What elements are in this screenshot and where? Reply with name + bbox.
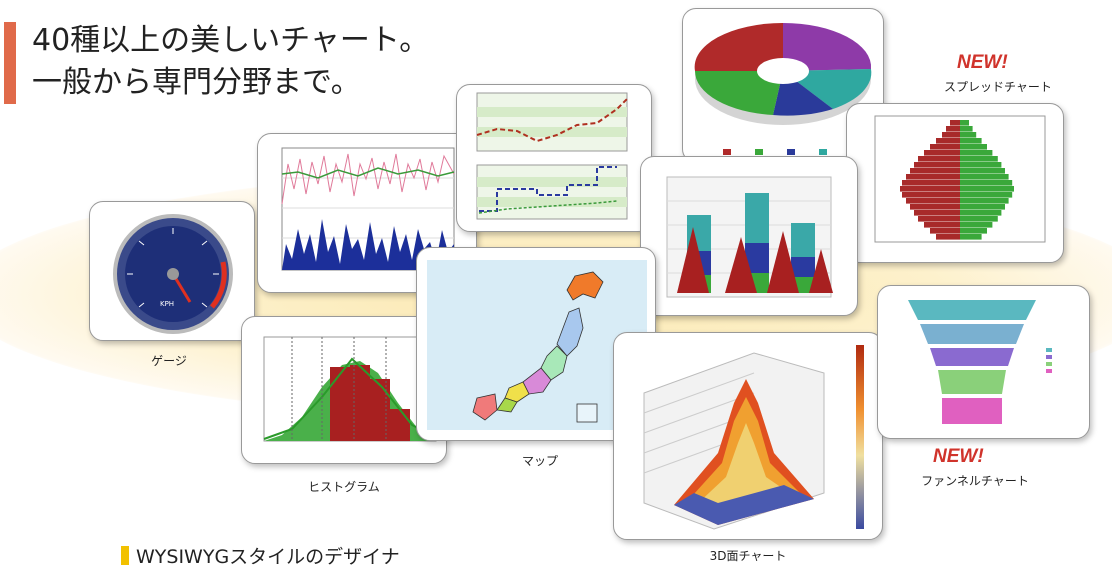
spread-bar-right — [960, 138, 982, 144]
spread-bar-right — [960, 234, 982, 240]
spread-bar-left — [946, 126, 960, 132]
spread-bar-right — [960, 174, 1009, 180]
spread-bar-left — [914, 210, 960, 216]
spread-bar-right — [960, 198, 1009, 204]
spread-bar-left — [924, 222, 960, 228]
spread-bar-right — [960, 168, 1005, 174]
spread-bar-left — [950, 120, 960, 126]
gauge-card: KPH — [89, 201, 255, 341]
caption-spread: スプレッドチャート — [944, 80, 1052, 94]
spread-chart-card — [846, 103, 1064, 263]
spread-bar-left — [910, 168, 960, 174]
hero-line-1: 40種以上の美しいチャート。 — [32, 23, 430, 58]
funnel-chart-card — [877, 285, 1090, 439]
histogram-icon — [263, 336, 437, 442]
gauge-icon: KPH — [113, 214, 233, 334]
hero-line-2: 一般から専門分野まで。 — [32, 65, 361, 100]
spread-bar-right — [960, 192, 1013, 198]
spread-bar-right — [960, 144, 987, 150]
donut-chart-icon — [694, 22, 872, 155]
line-chart-icon — [476, 92, 628, 220]
new-badge-funnel: NEW! — [933, 446, 984, 467]
3d-surface-chart-card — [613, 332, 883, 540]
spread-chart-icon — [874, 115, 1046, 243]
funnel-chart-icon — [908, 300, 1052, 424]
caption-gauge: ゲージ — [151, 354, 187, 368]
spread-bar-left — [902, 192, 960, 198]
spread-bar-right — [960, 210, 1002, 216]
spread-bar-left — [930, 228, 960, 234]
subheading: WYSIWYGスタイルのデザイナ — [136, 546, 400, 565]
new-badge-spread: NEW! — [957, 52, 1008, 73]
caption-surface3d: 3D面チャート — [709, 549, 787, 563]
spread-bar-right — [960, 132, 977, 138]
spread-bar-right — [960, 228, 987, 234]
hero-accent-bar — [4, 22, 16, 104]
caption-funnel: ファンネルチャート — [921, 474, 1029, 488]
spread-bar-right — [960, 180, 1013, 186]
spread-bar-right — [960, 156, 998, 162]
spread-bar-left — [942, 132, 960, 138]
spread-bar-right — [960, 216, 998, 222]
spread-bar-left — [910, 204, 960, 210]
caption-histogram: ヒストグラム — [308, 480, 380, 494]
gauge-unit: KPH — [160, 300, 174, 308]
spread-bar-right — [960, 120, 969, 126]
spread-bar-right — [960, 222, 993, 228]
spread-bar-right — [960, 126, 973, 132]
subheading-accent-bar — [121, 546, 129, 565]
spread-bar-right — [960, 186, 1014, 192]
spread-bar-left — [936, 138, 960, 144]
spread-bar-left — [918, 216, 960, 222]
3d-surface-chart-icon — [643, 345, 864, 530]
spread-bar-right — [960, 162, 1002, 168]
japan-map-icon — [427, 260, 647, 430]
map-card — [416, 247, 656, 441]
spread-bar-left — [924, 150, 960, 156]
line-chart-card — [456, 84, 652, 232]
spread-bar-right — [960, 204, 1005, 210]
caption-map: マップ — [521, 454, 558, 468]
spread-bar-left — [906, 174, 960, 180]
histogram-card — [241, 316, 447, 464]
3d-bar-chart-card — [640, 156, 858, 316]
spread-bar-left — [936, 234, 960, 240]
spread-bar-left — [902, 180, 960, 186]
spread-bar-left — [900, 186, 960, 192]
spread-bar-left — [918, 156, 960, 162]
spread-bar-right — [960, 150, 993, 156]
spread-bar-left — [906, 198, 960, 204]
hero-heading: 40種以上の美しいチャート。 一般から専門分野まで。 — [32, 20, 429, 104]
3d-bar-chart-icon — [666, 176, 833, 298]
spread-bar-left — [914, 162, 960, 168]
spread-bar-left — [930, 144, 960, 150]
